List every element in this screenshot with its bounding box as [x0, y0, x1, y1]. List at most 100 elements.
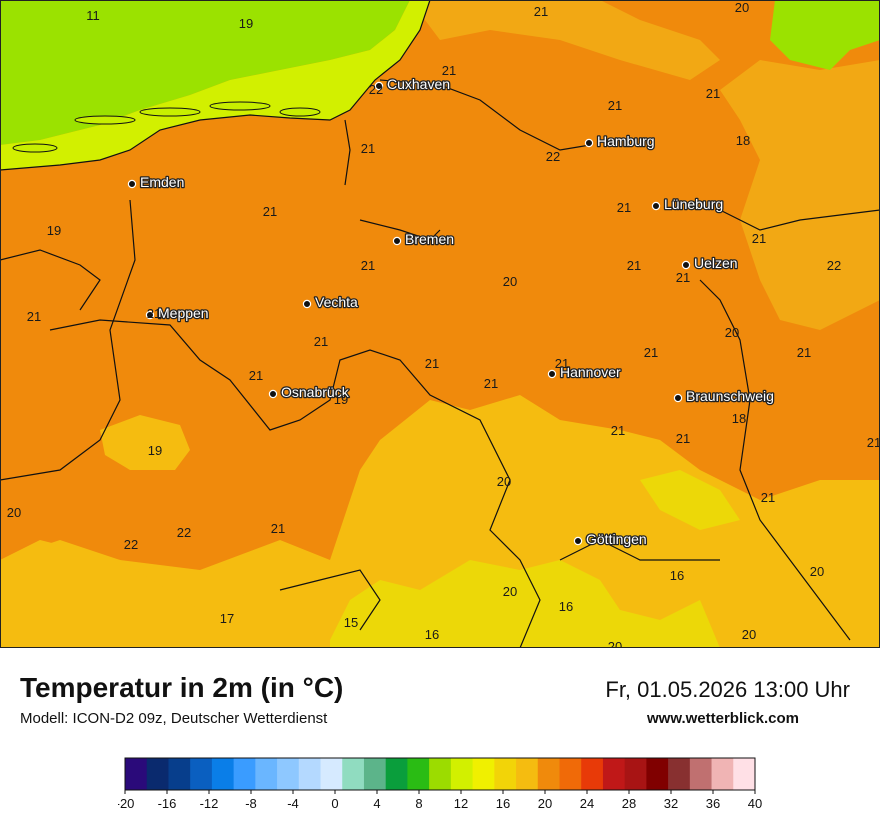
legend-swatch — [320, 758, 343, 790]
city-label: Osnabrück — [281, 384, 350, 400]
state-border-7 — [279, 569, 381, 631]
city-markers: Cuxhaven Hamburg Emden Lüneburg Bremen U… — [127, 75, 775, 548]
state-border-1 — [0, 199, 136, 481]
temp-value: 22 — [827, 258, 841, 273]
north-sea — [0, 0, 410, 145]
island — [209, 101, 271, 111]
baltic-sea — [770, 0, 880, 70]
legend-swatch — [516, 758, 539, 790]
legend-tick-label: 8 — [415, 796, 422, 811]
legend-swatch — [277, 758, 300, 790]
legend-swatch — [233, 758, 256, 790]
legend-tick-label: 0 — [331, 796, 338, 811]
temp-value: 21 — [442, 63, 456, 78]
legend-swatch — [363, 758, 387, 790]
legend-swatch — [602, 758, 626, 790]
temp-value: 21 — [555, 356, 569, 371]
city-label: Cuxhaven — [387, 76, 450, 92]
city-label: Lüneburg — [664, 196, 723, 212]
temp-value: 21 — [617, 200, 631, 215]
temp-value: 16 — [425, 627, 439, 642]
city-lueneburg[interactable]: Lüneburg — [651, 195, 724, 213]
temp-value: 18 — [732, 411, 746, 426]
legend-swatch — [494, 758, 517, 790]
legend-swatch — [646, 758, 669, 790]
temperature-values: 11 19 21 20 22 21 21 18 21 22 21 19 21 2… — [7, 0, 880, 648]
legend-swatch — [168, 758, 191, 790]
city-uelzen[interactable]: Uelzen — [681, 254, 739, 272]
state-border-2 — [49, 319, 541, 648]
city-label: Vechta — [315, 294, 358, 310]
legend-canvas: -20 -16 -12 -8 -4 0 4 8 12 16 20 24 28 32 36 40 — [116, 757, 762, 811]
legend-swatch — [581, 758, 604, 790]
temp-value: 20 — [503, 584, 517, 599]
city-label: Bremen — [405, 231, 454, 247]
city-hamburg[interactable]: Hamburg — [584, 132, 656, 150]
island — [279, 107, 321, 117]
legend-swatch — [537, 758, 560, 790]
legend-swatch — [689, 758, 712, 790]
temperature-map[interactable]: Cuxhaven Hamburg Emden Lüneburg Bremen U… — [0, 0, 880, 648]
legend-swatch — [255, 758, 278, 790]
city-braunschweig[interactable]: Braunschweig — [673, 387, 775, 405]
temp-value: 21 — [611, 423, 625, 438]
state-border-8 — [0, 249, 101, 311]
city-hannover[interactable]: Hannover — [547, 363, 622, 381]
coastal-cool-band — [0, 0, 430, 170]
city-label: Braunschweig — [686, 388, 774, 404]
temp-value: 21 — [676, 431, 690, 446]
temp-value: 20 — [735, 0, 749, 15]
legend-tick-label: 28 — [622, 796, 636, 811]
city-label: Hannover — [560, 364, 621, 380]
south-warm-zone — [0, 395, 880, 648]
temp-value: 19 — [148, 443, 162, 458]
state-border-5 — [699, 279, 851, 641]
city-emden[interactable]: Emden — [127, 173, 186, 191]
legend-swatch — [190, 758, 213, 790]
legend-tick-label: -16 — [158, 796, 177, 811]
legend-swatch — [450, 758, 473, 790]
temp-value: 21 — [361, 141, 375, 156]
city-label: Hamburg — [597, 133, 655, 149]
legend-tick-label: 20 — [538, 796, 552, 811]
harz-yellow-zone — [640, 470, 740, 530]
legend-frame — [124, 757, 756, 791]
temp-value: 21 — [271, 521, 285, 536]
city-bremen[interactable]: Bremen — [392, 230, 455, 248]
city-goettingen[interactable]: Göttingen — [573, 530, 648, 548]
city-meppen[interactable]: Meppen — [145, 304, 210, 322]
temp-value: 21 — [147, 306, 161, 321]
city-vechta[interactable]: Vechta — [302, 293, 359, 311]
temp-value: 15 — [344, 615, 358, 630]
state-border-4 — [719, 209, 880, 231]
website-link[interactable]: www.wetterblick.com — [647, 710, 799, 727]
island — [12, 143, 58, 153]
legend-swatch — [298, 758, 321, 790]
temp-value: 21 — [27, 309, 41, 324]
page-title: Temperatur in 2m (in °C) — [20, 672, 344, 703]
temp-value: 21 — [425, 356, 439, 371]
temp-value: 17 — [220, 611, 234, 626]
city-label: Göttingen — [586, 531, 647, 547]
temp-value: 19 — [47, 223, 61, 238]
temp-value: 21 — [249, 368, 263, 383]
temp-value: 18 — [736, 133, 750, 148]
west-pocket-zone — [100, 415, 190, 470]
temp-value: 21 — [644, 345, 658, 360]
city-cuxhaven[interactable]: Cuxhaven — [374, 75, 451, 93]
temp-value: 22 — [546, 149, 560, 164]
legend-swatch — [385, 758, 408, 790]
temp-value: 21 — [361, 258, 375, 273]
state-border-6 — [559, 539, 720, 561]
legend-tick-label: 32 — [664, 796, 678, 811]
legend-swatch — [472, 758, 495, 790]
legend-tick-label: 24 — [580, 796, 594, 811]
legend-swatch — [342, 758, 365, 790]
temp-value: 20 — [608, 639, 622, 648]
city-osnabrueck[interactable]: Osnabrück — [268, 383, 351, 401]
legend-swatch — [211, 758, 235, 790]
city-label: Emden — [140, 174, 184, 190]
temp-value: 21 — [608, 98, 622, 113]
city-label: Uelzen — [694, 255, 738, 271]
southwest-warm-zone — [0, 540, 320, 648]
